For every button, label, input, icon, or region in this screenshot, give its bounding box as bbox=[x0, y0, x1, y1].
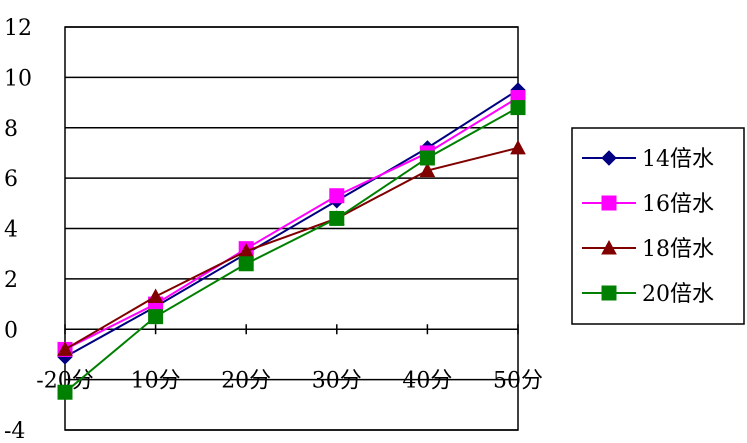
data-point bbox=[57, 384, 73, 400]
legend-marker bbox=[601, 150, 617, 166]
data-point bbox=[329, 188, 345, 204]
legend-entry: 20倍水 bbox=[582, 282, 714, 307]
legend-label: 20倍水 bbox=[642, 282, 714, 307]
legend-entry: 14倍水 bbox=[582, 147, 714, 172]
legend-label: 18倍水 bbox=[642, 237, 714, 262]
y-tick-label: 8 bbox=[4, 117, 18, 142]
y-tick-label: 6 bbox=[4, 167, 18, 192]
data-point bbox=[148, 309, 164, 325]
series-line bbox=[64, 89, 519, 358]
y-tick-label: 4 bbox=[4, 218, 18, 243]
x-tick-label: 20分 bbox=[221, 369, 271, 394]
y-tick-label: 12 bbox=[4, 16, 32, 41]
legend-marker bbox=[601, 285, 617, 301]
series-3 bbox=[57, 139, 526, 356]
data-point bbox=[510, 100, 526, 116]
series-line bbox=[64, 96, 519, 351]
series-group bbox=[57, 82, 526, 400]
legend-box bbox=[571, 127, 745, 325]
y-tick-label: 0 bbox=[4, 318, 18, 343]
legend-label: 14倍水 bbox=[642, 147, 714, 172]
series-1 bbox=[57, 82, 526, 365]
series-line bbox=[64, 106, 519, 393]
legend: 14倍水 16倍水 18倍水 20倍水 bbox=[571, 127, 745, 325]
data-point bbox=[57, 341, 73, 356]
series-4 bbox=[57, 100, 526, 400]
legend-label: 16倍水 bbox=[642, 192, 714, 217]
gridlines bbox=[65, 26, 518, 431]
x-tick-label: 50分 bbox=[493, 369, 543, 394]
data-point bbox=[238, 256, 254, 272]
legend-entry: 18倍水 bbox=[582, 237, 714, 262]
data-point bbox=[147, 288, 164, 304]
x-tick-label: 40分 bbox=[402, 369, 452, 394]
x-tick-label: 10分 bbox=[131, 369, 181, 394]
y-tick-label: 10 bbox=[4, 66, 32, 91]
x-tick-label: 30分 bbox=[312, 369, 362, 394]
y-tick-label: -4 bbox=[4, 419, 25, 443]
legend-marker bbox=[601, 195, 617, 211]
data-point bbox=[419, 150, 435, 166]
legend-entry: 16倍水 bbox=[582, 192, 714, 217]
y-tick-label: 2 bbox=[4, 268, 18, 293]
data-point bbox=[329, 210, 345, 226]
data-point bbox=[419, 162, 436, 178]
data-point bbox=[510, 139, 526, 155]
series-line bbox=[64, 146, 519, 351]
legend-marker bbox=[601, 239, 617, 255]
